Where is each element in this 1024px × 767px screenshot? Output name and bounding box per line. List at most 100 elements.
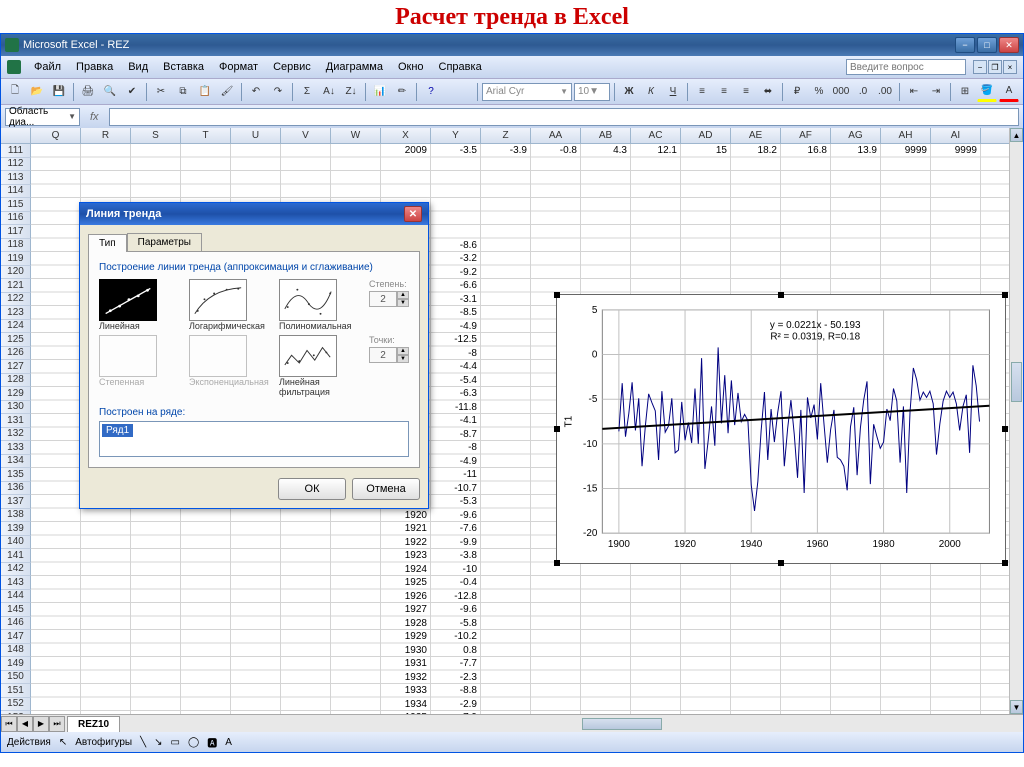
cell[interactable]: -6.3 <box>431 387 480 401</box>
menu-tools[interactable]: Сервис <box>267 59 317 75</box>
cell[interactable]: -7.7 <box>431 657 480 671</box>
minimize-button[interactable]: − <box>955 37 975 53</box>
cell[interactable]: 13.9 <box>831 144 880 158</box>
cell[interactable]: 1928 <box>381 617 430 631</box>
cell[interactable]: -8 <box>431 441 480 455</box>
row-header[interactable]: 132 <box>1 428 31 442</box>
row-header[interactable]: 117 <box>1 225 31 239</box>
row-header[interactable]: 142 <box>1 563 31 577</box>
cell[interactable]: -11 <box>431 468 480 482</box>
cell[interactable]: 12.1 <box>631 144 680 158</box>
trend-log[interactable] <box>189 279 247 321</box>
cell[interactable]: -3.8 <box>431 549 480 563</box>
align-right-icon[interactable]: ≡ <box>736 82 756 102</box>
redo-icon[interactable]: ↷ <box>268 82 288 102</box>
col-header[interactable]: V <box>281 128 331 143</box>
col-header[interactable]: X <box>381 128 431 143</box>
sort-asc-icon[interactable]: A↓ <box>319 82 339 102</box>
row-header[interactable]: 124 <box>1 320 31 334</box>
open-icon[interactable]: 📂 <box>27 82 47 102</box>
col-header[interactable]: AI <box>931 128 981 143</box>
cell[interactable]: 1921 <box>381 522 430 536</box>
cell[interactable]: -11.8 <box>431 401 480 415</box>
cell[interactable]: -8.5 <box>431 306 480 320</box>
cell[interactable]: 1932 <box>381 671 430 685</box>
row-header[interactable]: 118 <box>1 239 31 253</box>
row-header[interactable]: 122 <box>1 293 31 307</box>
sum-icon[interactable]: Σ <box>297 82 317 102</box>
row-header[interactable]: 139 <box>1 522 31 536</box>
row-header[interactable]: 133 <box>1 441 31 455</box>
series-listbox[interactable]: Ряд1 <box>99 421 409 457</box>
row-header[interactable]: 153 <box>1 711 31 714</box>
horizontal-scrollbar[interactable] <box>140 717 1023 731</box>
italic-icon[interactable]: К <box>641 82 661 102</box>
print-icon[interactable]: 🖨 <box>78 82 98 102</box>
col-header[interactable]: S <box>131 128 181 143</box>
row-header[interactable]: 144 <box>1 590 31 604</box>
cell[interactable]: -8.6 <box>431 239 480 253</box>
row-header[interactable]: 137 <box>1 495 31 509</box>
col-header[interactable]: Y <box>431 128 481 143</box>
row-header[interactable]: 125 <box>1 333 31 347</box>
col-header[interactable]: AB <box>581 128 631 143</box>
align-center-icon[interactable]: ≡ <box>714 82 734 102</box>
row-header[interactable]: 152 <box>1 698 31 712</box>
fx-icon[interactable]: fx <box>84 111 105 123</box>
row-header[interactable]: 123 <box>1 306 31 320</box>
paste-icon[interactable]: 📋 <box>195 82 215 102</box>
cell[interactable]: -12.8 <box>431 590 480 604</box>
cell[interactable]: -9.6 <box>431 509 480 523</box>
menu-view[interactable]: Вид <box>122 59 154 75</box>
draw-actions-menu[interactable]: Действия <box>7 737 51 748</box>
tab-parameters[interactable]: Параметры <box>127 233 202 251</box>
doc-restore-button[interactable]: ❐ <box>988 60 1002 74</box>
chart-object[interactable]: -20-15-10-505190019201940196019802000y =… <box>556 294 1006 564</box>
cell[interactable]: -4.4 <box>431 360 480 374</box>
cell[interactable]: -4.1 <box>431 414 480 428</box>
row-header[interactable]: 146 <box>1 617 31 631</box>
cell[interactable]: 16.8 <box>781 144 830 158</box>
cell[interactable]: -3.1 <box>431 293 480 307</box>
trend-movavg[interactable] <box>279 335 337 377</box>
cell[interactable]: -5.3 <box>431 495 480 509</box>
font-color-icon[interactable]: A <box>999 82 1019 102</box>
drawing-icon[interactable]: ✏ <box>392 82 412 102</box>
degree-spinner[interactable]: ▲▼ <box>369 291 409 307</box>
cell[interactable]: 4.3 <box>581 144 630 158</box>
sort-desc-icon[interactable]: Z↓ <box>341 82 361 102</box>
dialog-titlebar[interactable]: Линия тренда ✕ <box>80 203 428 225</box>
col-header[interactable]: AF <box>781 128 831 143</box>
spell-icon[interactable]: ✔ <box>122 82 142 102</box>
row-header[interactable]: 134 <box>1 455 31 469</box>
cell[interactable]: -7.6 <box>431 522 480 536</box>
row-header[interactable]: 130 <box>1 401 31 415</box>
cell[interactable]: 0.8 <box>431 644 480 658</box>
cell[interactable]: 1922 <box>381 536 430 550</box>
cell[interactable]: 2009 <box>381 144 430 158</box>
col-header[interactable]: R <box>81 128 131 143</box>
ok-button[interactable]: ОК <box>278 478 346 500</box>
col-header[interactable]: T <box>181 128 231 143</box>
inc-indent-icon[interactable]: ⇥ <box>926 82 946 102</box>
menu-help[interactable]: Справка <box>433 59 488 75</box>
menu-file[interactable]: Файл <box>28 59 67 75</box>
new-icon[interactable]: 🗋 <box>5 82 25 102</box>
col-header[interactable]: AG <box>831 128 881 143</box>
col-header[interactable]: W <box>331 128 381 143</box>
fill-color-icon[interactable]: 🪣 <box>977 82 997 102</box>
row-header[interactable]: 113 <box>1 171 31 185</box>
row-header[interactable]: 136 <box>1 482 31 496</box>
row-header[interactable]: 121 <box>1 279 31 293</box>
col-header[interactable]: AA <box>531 128 581 143</box>
row-header[interactable]: 140 <box>1 536 31 550</box>
cell[interactable]: 1927 <box>381 603 430 617</box>
font-size-combo[interactable]: 10▼ <box>574 83 610 101</box>
tab-last-icon[interactable]: ⏭ <box>49 716 65 732</box>
cell[interactable]: -3.9 <box>481 144 530 158</box>
cell[interactable]: -0.8 <box>531 144 580 158</box>
cell[interactable]: 9999 <box>881 144 930 158</box>
trend-linear[interactable] <box>99 279 157 321</box>
col-header[interactable]: AE <box>731 128 781 143</box>
oval-icon[interactable]: ◯ <box>188 737 199 748</box>
